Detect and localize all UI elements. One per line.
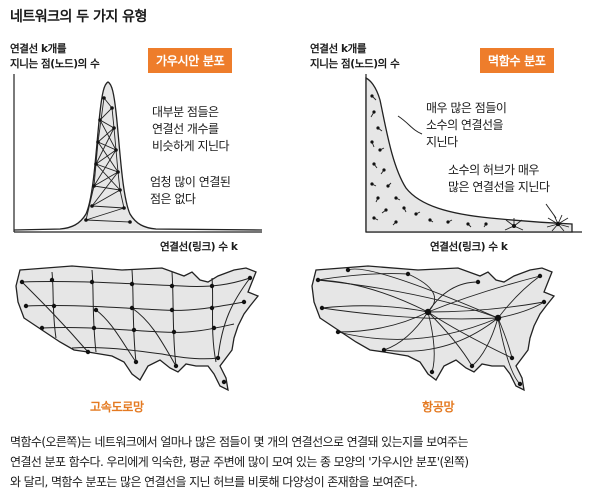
highway-city-nodes [19, 275, 253, 385]
airline-map-label: 항공망 [422, 400, 455, 414]
x-axis-label: 연결선(링크) 수 k [430, 241, 508, 253]
gaussian-nodes [84, 96, 132, 224]
airline-city-nodes [315, 267, 547, 387]
powerlaw-curve [365, 76, 573, 233]
airline-hub-node [424, 308, 432, 316]
powerlaw-small-links [370, 95, 487, 228]
highway-network-map [15, 265, 260, 392]
gaussian-curve [13, 81, 263, 231]
airline-routes [317, 268, 545, 385]
hub-node [512, 224, 516, 228]
gaussian-panel: 연결선 k개를 지니는 점(노드)의 수 가우시안 분포 대부분 점들은 연결선… [0, 38, 290, 258]
powerlaw-hub-links [504, 214, 570, 232]
y-axis-label: 연결선 k개를 지니는 점(노드)의 수 [10, 43, 100, 70]
caption-line: 연결선 분포 함수다. 우리에게 익숙한, 평균 주변에 많이 모여 있는 종 … [10, 455, 469, 469]
powerlaw-badge: 멱함수 분포 [480, 48, 554, 73]
gaussian-note-no-hubs: 엄청 많이 연결된 점은 없다 [150, 175, 231, 206]
powerlaw-plot [365, 74, 582, 233]
airline-network-map [311, 265, 556, 392]
pointer-line [545, 203, 557, 219]
gaussian-note-majority: 대부분 점들은 연결선 개수를 비슷하게 지닌다 [152, 105, 230, 153]
caption-line: 와 달리, 멱함수 분포는 많은 연결선을 지닌 허브를 비롯해 다양성이 존재… [10, 475, 418, 489]
gaussian-plot [13, 74, 263, 233]
us-outline [311, 265, 556, 392]
pointer-line [397, 115, 423, 135]
page-title: 네트워크의 두 가지 유형 [10, 9, 147, 25]
powerlaw-note-hubs: 소수의 허브가 매우 많은 연결선을 지닌다 [448, 163, 550, 194]
y-axis-label: 연결선 k개를 지니는 점(노드)의 수 [310, 43, 400, 70]
figure-caption: 멱함수(오른쪽)는 네트워크에서 얼마나 많은 점들이 몇 개의 연결선으로 연… [10, 432, 584, 492]
x-axis-label: 연결선(링크) 수 k [160, 241, 238, 253]
hub-node [555, 221, 561, 227]
powerlaw-nodes [370, 94, 488, 226]
powerlaw-panel: 연결선 k개를 지니는 점(노드)의 수 멱함수 분포 매우 많은 점들이 소수… [300, 38, 590, 258]
caption-line: 멱함수(오른쪽)는 네트워크에서 얼마나 많은 점들이 몇 개의 연결선으로 연… [10, 435, 469, 449]
highway-map-label: 고속도로망 [90, 400, 144, 414]
powerlaw-note-many: 매우 많은 점들이 소수의 연결선을 지닌다 [426, 101, 507, 149]
airline-hub-node [494, 314, 502, 322]
gaussian-badge: 가우시안 분포 [148, 48, 233, 73]
